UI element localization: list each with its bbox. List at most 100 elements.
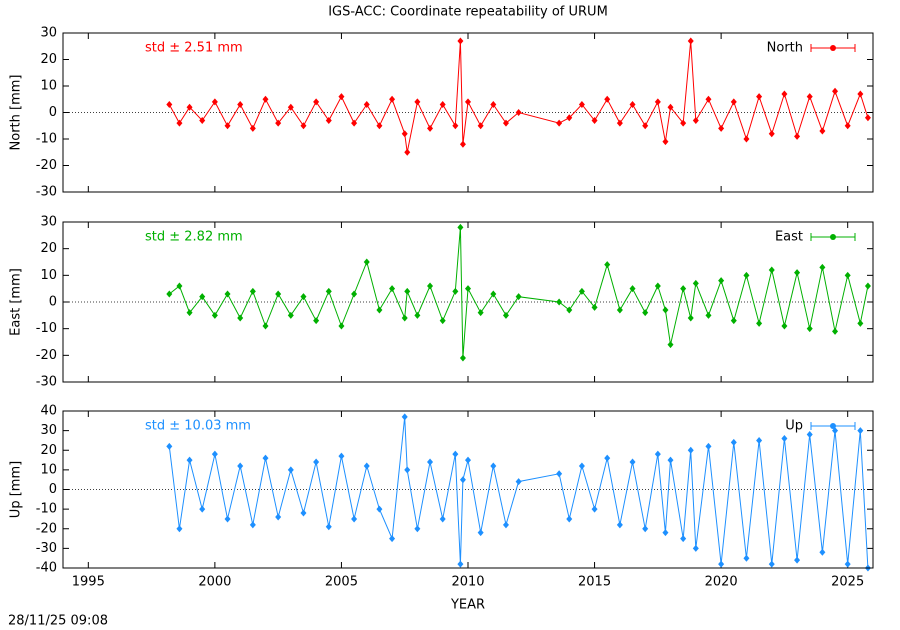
marker xyxy=(404,466,411,474)
marker xyxy=(667,103,674,111)
marker xyxy=(262,95,269,103)
y-tick-label: 0 xyxy=(49,105,57,120)
marker xyxy=(351,515,358,523)
marker xyxy=(224,122,231,130)
marker xyxy=(781,322,788,330)
marker xyxy=(249,287,256,295)
marker xyxy=(427,282,434,290)
marker xyxy=(325,287,332,295)
x-tick-label: 2015 xyxy=(578,575,611,590)
marker xyxy=(459,140,466,148)
marker xyxy=(687,314,694,322)
std-annotation: std ± 10.03 mm xyxy=(145,419,251,434)
marker xyxy=(662,138,669,146)
y-tick-label: 30 xyxy=(40,423,57,438)
y-tick-label: 10 xyxy=(40,462,57,477)
y-tick-label: 20 xyxy=(40,443,57,458)
y-axis-label: North [mm] xyxy=(9,75,24,151)
marker xyxy=(642,525,649,533)
marker xyxy=(515,109,522,116)
series-line xyxy=(168,227,869,359)
marker xyxy=(211,450,218,458)
marker xyxy=(768,560,775,568)
series-line xyxy=(168,40,869,153)
marker xyxy=(819,263,826,271)
marker xyxy=(490,462,497,470)
marker xyxy=(439,515,446,523)
marker xyxy=(654,282,661,290)
x-tick-label: 2010 xyxy=(451,575,484,590)
marker xyxy=(389,285,396,293)
x-tick-label: 1995 xyxy=(72,575,105,590)
series-line xyxy=(168,416,869,569)
legend-dot xyxy=(830,45,836,51)
marker xyxy=(705,311,712,319)
marker xyxy=(680,285,687,293)
marker xyxy=(325,116,332,124)
marker xyxy=(363,462,370,470)
marker xyxy=(844,560,851,568)
marker xyxy=(857,319,864,327)
marker xyxy=(338,93,345,101)
marker xyxy=(249,521,256,529)
marker xyxy=(186,309,193,317)
marker xyxy=(376,505,383,513)
marker xyxy=(300,122,307,130)
y-tick-label: -30 xyxy=(36,375,57,390)
marker xyxy=(743,135,750,143)
marker xyxy=(616,119,623,127)
y-tick-label: -10 xyxy=(36,502,57,517)
marker xyxy=(490,101,497,109)
marker xyxy=(578,287,585,295)
marker xyxy=(176,282,183,290)
marker xyxy=(781,434,788,442)
x-tick-label: 2000 xyxy=(198,575,231,590)
y-tick-label: 10 xyxy=(40,268,57,283)
y-tick-label: 30 xyxy=(40,215,57,230)
marker xyxy=(556,298,563,306)
x-tick-label: 2005 xyxy=(325,575,358,590)
marker xyxy=(794,556,801,564)
marker xyxy=(414,525,421,533)
marker xyxy=(465,98,471,106)
plot-frame xyxy=(62,410,874,569)
marker xyxy=(457,37,464,45)
marker xyxy=(351,290,358,298)
marker xyxy=(300,293,307,301)
marker xyxy=(313,458,320,466)
marker xyxy=(705,442,712,450)
marker xyxy=(844,271,851,279)
marker xyxy=(864,114,871,122)
marker xyxy=(199,116,206,124)
x-tick-label: 2020 xyxy=(705,575,738,590)
marker xyxy=(680,535,687,543)
chart-title: IGS-ACC: Coordinate repeatability of URU… xyxy=(328,5,608,20)
marker xyxy=(756,319,763,327)
marker xyxy=(199,505,206,513)
marker xyxy=(199,293,206,301)
y-tick-label: -30 xyxy=(36,541,57,556)
marker xyxy=(616,306,623,314)
legend-label: North xyxy=(767,41,803,56)
marker xyxy=(477,309,484,317)
marker xyxy=(556,470,563,478)
y-tick-label: -10 xyxy=(36,132,57,147)
marker xyxy=(275,290,282,298)
y-tick-label: 30 xyxy=(40,26,57,41)
marker xyxy=(275,119,282,127)
marker xyxy=(667,456,674,464)
marker xyxy=(832,87,839,95)
marker xyxy=(718,560,725,568)
marker xyxy=(705,95,712,103)
marker xyxy=(351,119,358,127)
marker xyxy=(515,293,522,301)
marker xyxy=(287,466,294,474)
marker xyxy=(502,311,509,319)
marker xyxy=(768,130,775,138)
y-tick-label: -30 xyxy=(36,185,57,200)
marker xyxy=(237,101,244,109)
marker xyxy=(502,119,509,127)
marker xyxy=(338,452,345,460)
y-tick-label: 0 xyxy=(49,482,57,497)
y-tick-label: 10 xyxy=(40,79,57,94)
